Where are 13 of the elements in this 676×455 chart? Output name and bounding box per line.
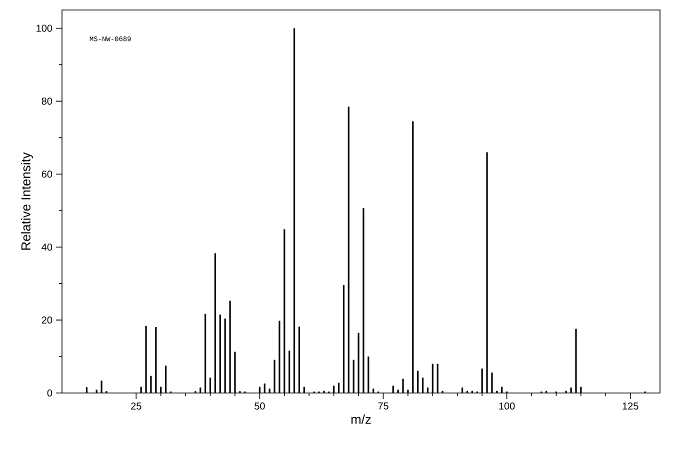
y-tick-label: 40 (42, 244, 52, 251)
x-axis-title: m/z (351, 414, 371, 424)
y-tick-label: 0 (47, 389, 52, 397)
y-tick-label: 60 (42, 170, 52, 178)
x-tick-label: 125 (622, 402, 638, 410)
y-axis-title: Relative Intensity (20, 152, 34, 250)
x-tick-label: 100 (499, 402, 515, 410)
x-tick-label: 50 (254, 402, 265, 410)
x-tick-label: 75 (378, 402, 388, 410)
y-tick-label: 80 (42, 98, 52, 105)
y-tick-label: 100 (36, 24, 52, 32)
y-tick-label: 20 (42, 316, 52, 324)
x-tick-label: 25 (131, 402, 142, 410)
